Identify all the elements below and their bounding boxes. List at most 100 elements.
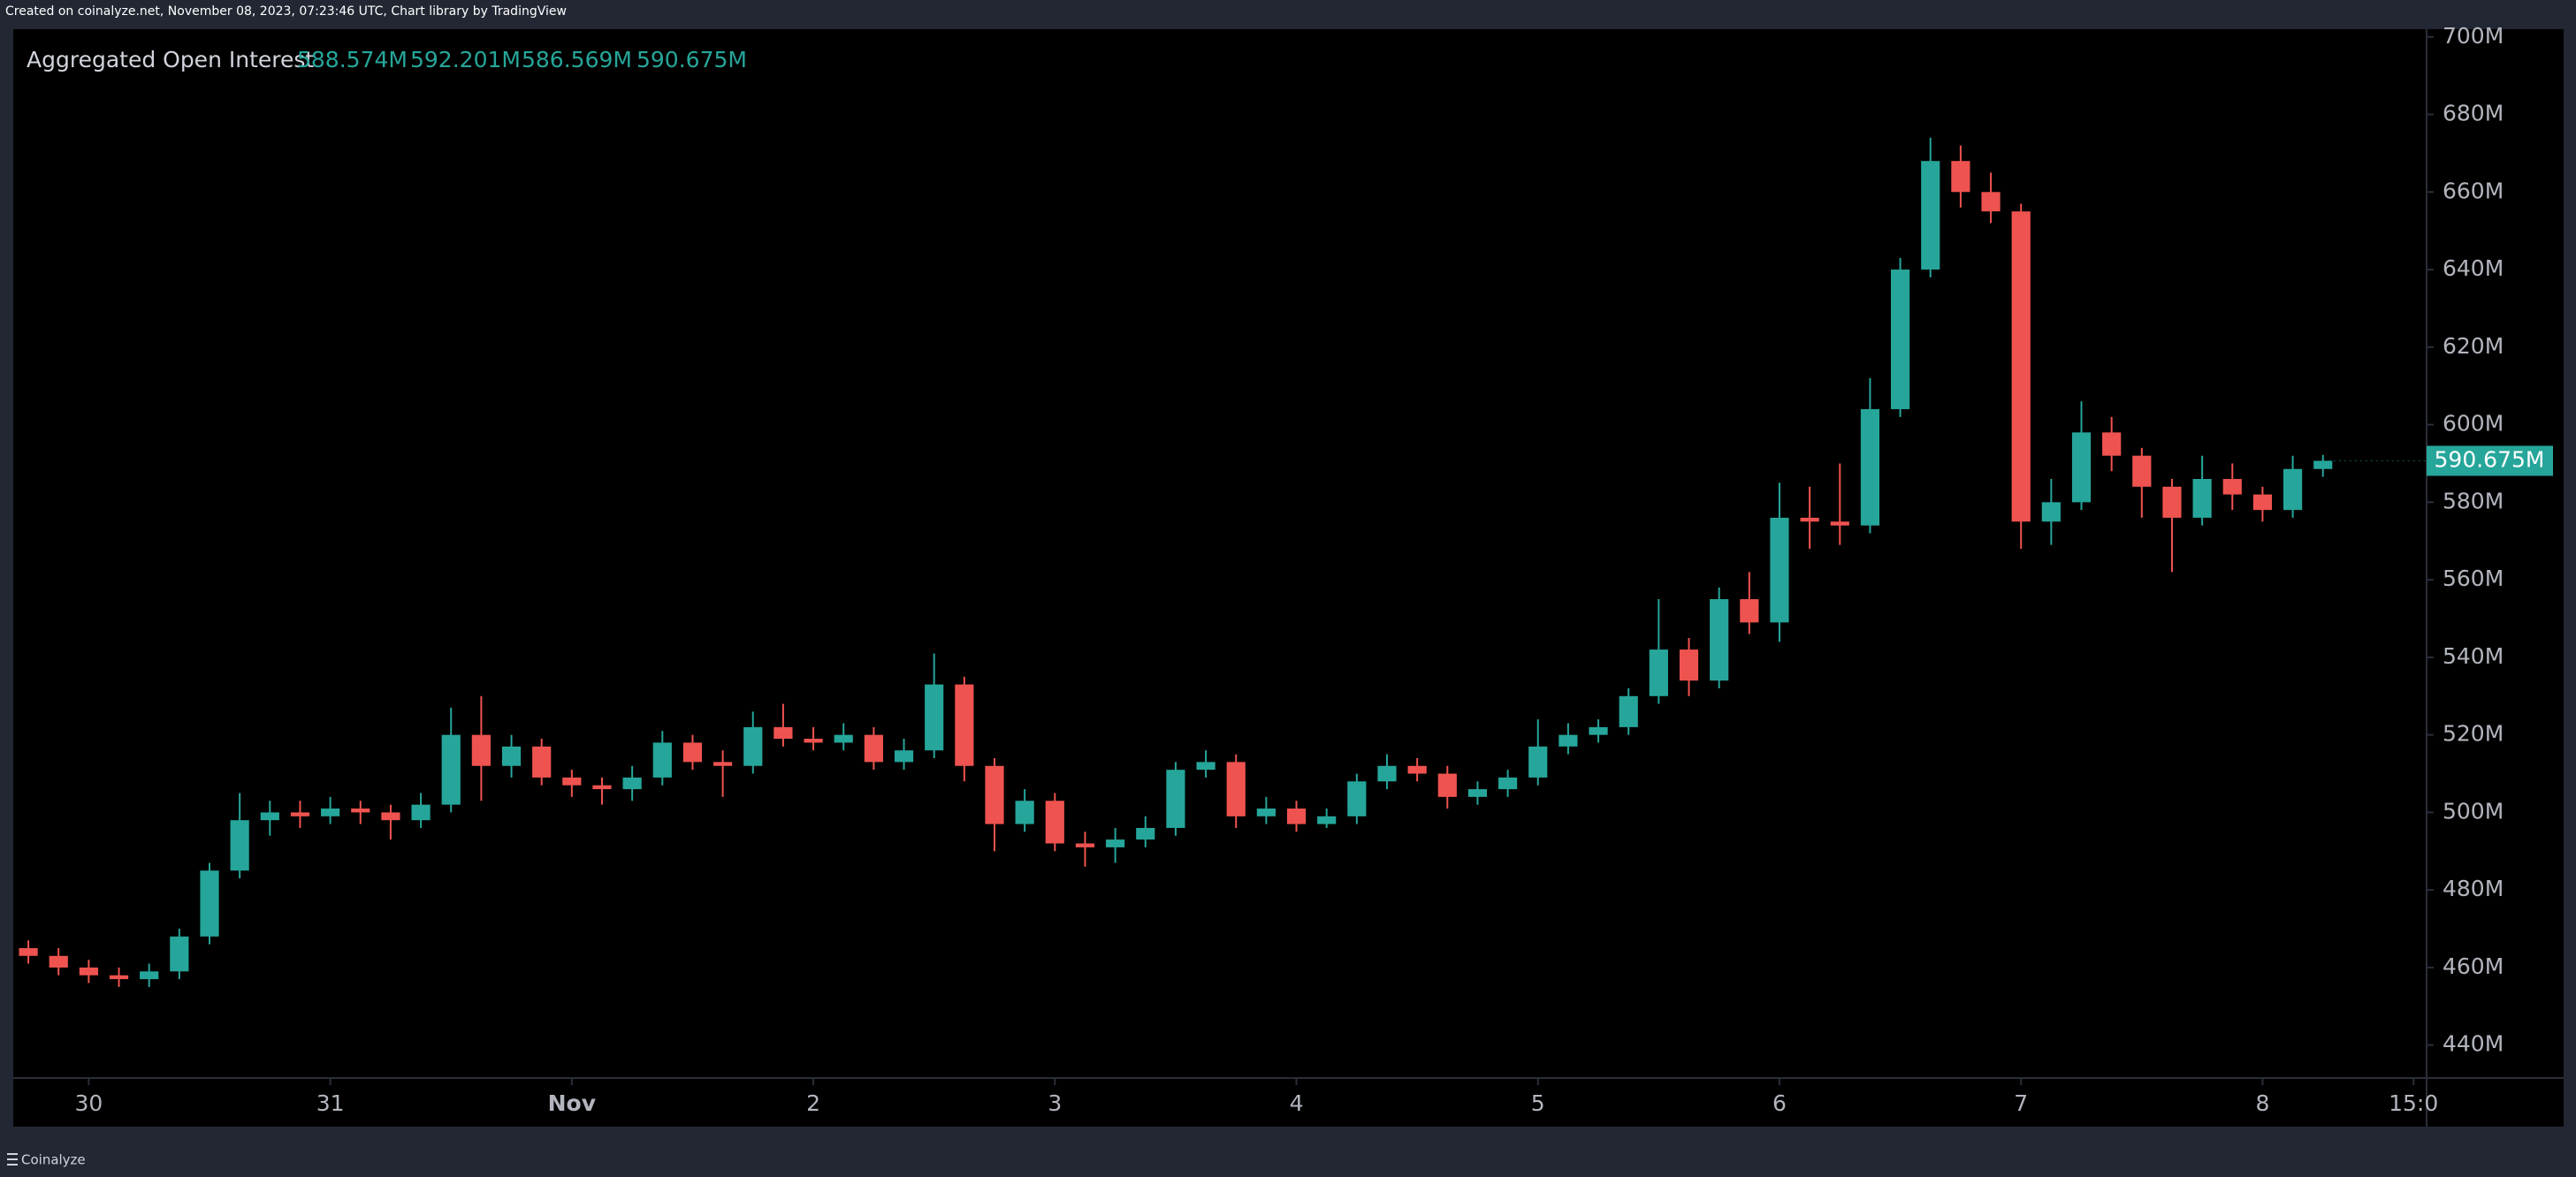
candle-body <box>1136 827 1155 840</box>
candle-body <box>49 955 68 968</box>
candle-body <box>79 967 98 976</box>
candle-body <box>985 765 1004 824</box>
candle-body <box>351 809 370 813</box>
candle-body <box>1528 746 1548 778</box>
candle-body <box>411 804 431 821</box>
x-tick-label: Nov <box>548 1090 596 1116</box>
candle-body <box>1407 765 1427 774</box>
credit-line: Created on coinalyze.net, November 08, 2… <box>5 4 567 19</box>
candle-body <box>592 785 612 790</box>
candle-body <box>1559 734 1578 747</box>
ohlc-value: 590.675M <box>636 47 747 72</box>
chart-panel <box>13 29 2564 1127</box>
candle-body <box>1921 161 1940 270</box>
candle-body <box>834 734 853 743</box>
logo-icon <box>7 1153 18 1166</box>
candle-body <box>1498 777 1518 790</box>
candle-body <box>804 739 823 743</box>
candle-body <box>1437 773 1457 797</box>
candle-body <box>1377 765 1397 782</box>
last-price-label: 590.675M <box>2435 447 2545 473</box>
candle-body <box>864 734 883 763</box>
y-tick-label: 640M <box>2443 255 2504 281</box>
candle-body <box>170 936 189 972</box>
candle-body <box>774 726 793 740</box>
candle-body <box>1317 816 1337 824</box>
candle-body <box>2252 494 2273 511</box>
candle-body <box>381 812 400 821</box>
candle-body <box>562 777 582 786</box>
y-tick-label: 680M <box>2443 101 2504 126</box>
candle-body <box>1226 762 1246 816</box>
candle-body <box>1106 839 1125 847</box>
candle-body <box>1770 517 1789 623</box>
ohlc-value: 592.201M <box>410 47 521 72</box>
x-tick-label: 15:0 <box>2389 1090 2438 1116</box>
y-tick-label: 540M <box>2443 643 2504 669</box>
candle-body <box>1830 521 1849 526</box>
candle-body <box>471 734 491 766</box>
candle-body <box>1679 649 1699 681</box>
candle-body <box>955 684 974 766</box>
candle-body <box>290 812 310 816</box>
y-tick-label: 500M <box>2443 798 2504 824</box>
y-tick-label: 600M <box>2443 411 2504 437</box>
candle-body <box>441 734 461 805</box>
candle-body <box>1891 270 1910 410</box>
x-tick-label: 2 <box>806 1090 820 1116</box>
candle-body <box>925 684 944 751</box>
x-tick-label: 5 <box>1531 1090 1545 1116</box>
y-tick-label: 620M <box>2443 333 2504 359</box>
y-tick-label: 700M <box>2443 23 2504 49</box>
y-tick-label: 560M <box>2443 566 2504 591</box>
y-tick-label: 480M <box>2443 876 2504 901</box>
x-tick-label: 30 <box>74 1090 103 1116</box>
candle-body <box>19 947 38 956</box>
candle-body <box>321 809 340 816</box>
candle-body <box>1015 801 1034 824</box>
y-tick-label: 440M <box>2443 1031 2504 1057</box>
candle-body <box>652 742 672 778</box>
ohlc-value: 586.569M <box>522 47 632 72</box>
candle-body <box>2313 460 2333 469</box>
candle-body <box>622 777 642 790</box>
chart-title: Aggregated Open Interest <box>27 47 314 72</box>
candle-body <box>1710 599 1729 681</box>
candle-body <box>1649 649 1668 696</box>
candle-body <box>532 746 552 778</box>
candle-body <box>1589 726 1608 735</box>
y-tick-label: 520M <box>2443 721 2504 747</box>
candle-body <box>743 726 763 766</box>
candle-body <box>894 750 914 763</box>
candle-body <box>2132 455 2152 487</box>
x-tick-label: 31 <box>316 1090 345 1116</box>
candle-body <box>713 762 733 766</box>
candle-body <box>1286 809 1307 824</box>
candle-body <box>2192 479 2212 518</box>
ohlc-value: 588.574M <box>297 47 408 72</box>
candle-body <box>200 870 219 937</box>
footer-text: Coinalyze <box>21 1152 86 1168</box>
candle-body <box>1256 809 1276 816</box>
candle-body <box>1347 781 1367 816</box>
candle-body <box>1860 409 1880 526</box>
y-tick-label: 460M <box>2443 953 2504 979</box>
candle-body <box>1166 770 1185 828</box>
candle-body <box>2041 502 2061 522</box>
y-tick-label: 580M <box>2443 488 2504 513</box>
candle-body <box>2102 432 2122 456</box>
x-tick-label: 7 <box>2014 1090 2028 1116</box>
candle-body <box>2283 468 2303 511</box>
candle-body <box>1619 695 1638 727</box>
candle-body <box>260 812 279 821</box>
candle-body <box>2071 432 2092 503</box>
candle-body <box>501 746 522 766</box>
candle-body <box>140 971 159 980</box>
candle-body <box>2162 486 2182 518</box>
x-tick-label: 3 <box>1048 1090 1062 1116</box>
candle-body <box>230 820 249 871</box>
candle-body <box>682 742 703 763</box>
candle-body <box>2222 479 2242 495</box>
candle-body <box>1951 161 1970 193</box>
